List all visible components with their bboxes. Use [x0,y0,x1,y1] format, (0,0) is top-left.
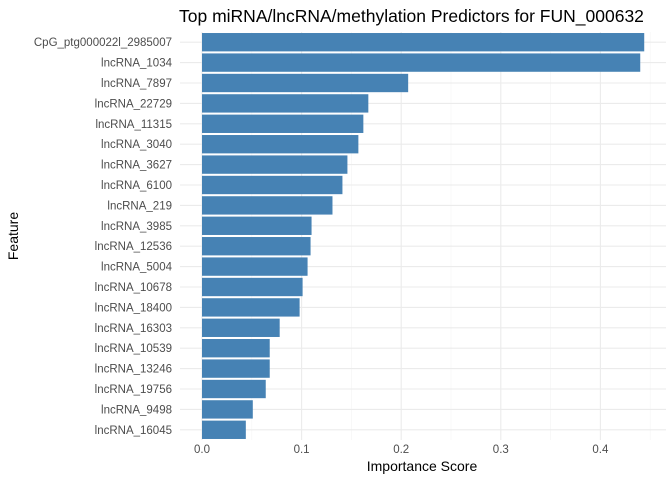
y-axis-title: Feature [5,212,21,260]
bar [202,94,369,113]
y-tick-label: lncRNA_3985 [101,221,172,233]
bar [202,33,645,52]
bar [202,339,270,358]
y-tick-labels: CpG_ptg000022l_2985007 lncRNA_1034 lncRNA_… [34,37,173,437]
bar [202,237,311,256]
y-tick-label: lncRNA_10539 [95,343,172,355]
x-tick-label: 0.3 [493,444,509,456]
x-tick-label: 0.4 [592,444,609,456]
y-tick-label: lncRNA_9498 [101,404,172,416]
chart-title: Top miRNA/lncRNA/methylation Predictors … [179,6,644,27]
bar [202,196,333,215]
x-tick-label: 0.1 [294,444,310,456]
y-tick-label: lncRNA_12536 [95,241,172,253]
y-tick-label: lncRNA_19756 [95,384,172,396]
bar [202,359,270,378]
x-tick-label: 0.0 [194,444,210,456]
bar [202,420,246,439]
bar [202,114,364,133]
y-tick-label: lncRNA_10678 [95,282,172,294]
y-tick-label: lncRNA_7897 [101,78,172,90]
bar [202,73,409,93]
y-tick-label: lncRNA_3040 [101,139,172,151]
bar [202,155,348,174]
bar [202,400,253,419]
x-axis-title: Importance Score [367,458,478,474]
bars [202,33,645,439]
x-tick-labels: 0.0 0.1 0.2 0.3 0.4 [194,444,609,456]
y-tick-label: lncRNA_5004 [101,262,173,274]
y-tick-label: lncRNA_11315 [95,119,172,131]
bar [202,53,641,72]
y-tick-label: CpG_ptg000022l_2985007 [34,37,172,49]
y-tick-label: lncRNA_1034 [101,58,173,70]
y-tick-label: lncRNA_22729 [95,98,172,110]
y-tick-label: lncRNA_3627 [101,160,172,172]
bar [202,257,308,276]
bar [202,175,343,195]
bar [202,135,359,154]
bar [202,298,300,317]
bar [202,277,303,297]
x-tick-label: 0.2 [393,444,409,456]
bar [202,318,280,337]
bar [202,379,266,399]
y-tick-label: lncRNA_13246 [95,364,172,376]
y-tick-label: lncRNA_6100 [101,180,172,192]
y-tick-label: lncRNA_219 [107,200,172,212]
bar [202,216,312,235]
y-tick-label: lncRNA_16303 [95,323,172,335]
y-tick-label: lncRNA_16045 [95,425,172,437]
y-tick-label: lncRNA_18400 [95,302,172,314]
